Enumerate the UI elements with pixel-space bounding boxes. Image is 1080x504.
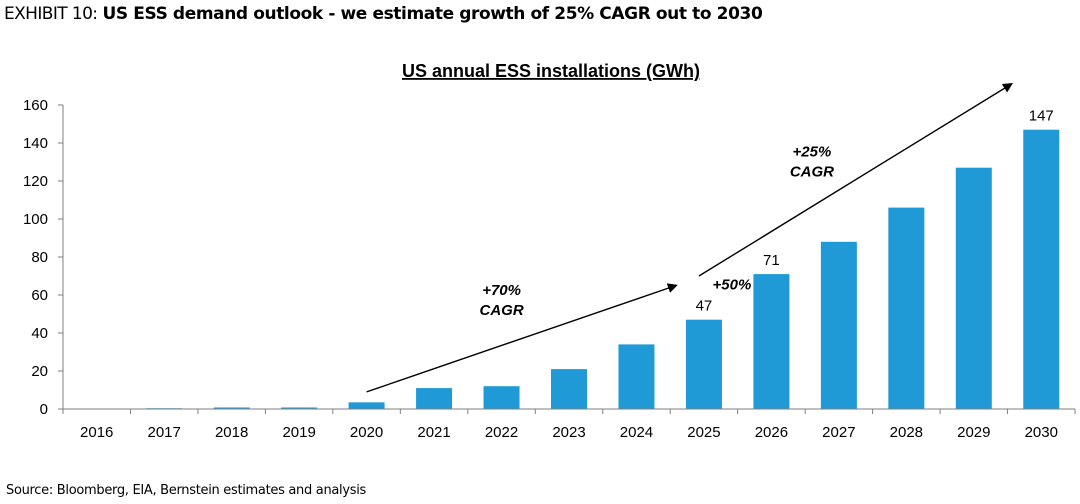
y-tick-label: 100 (23, 211, 48, 228)
bar-chart: US annual ESS installations (GWh) 0 20 40 6… (23, 61, 1076, 441)
y-tick-label: 120 (23, 173, 48, 190)
x-tick-label: 2022 (485, 424, 518, 441)
x-tick-label: 2024 (620, 424, 653, 441)
x-tick-label: 2018 (215, 424, 248, 441)
x-axis: 2016 2017 2018 2019 2020 2021 2022 2023 2024 2025… (62, 408, 1076, 441)
data-label-2030: 147 (1029, 108, 1054, 125)
data-label-2026: 71 (763, 252, 780, 269)
bar-2022 (483, 386, 520, 409)
x-tick-label: 2029 (957, 424, 990, 441)
exhibit-label: EXHIBIT 10: (4, 4, 98, 24)
bar-2019 (281, 407, 318, 409)
bar-2021 (416, 388, 453, 409)
y-axis: 0 20 40 60 80 100 120 140 160 (23, 97, 64, 418)
x-tick-label: 2023 (552, 424, 585, 441)
annotation-cagr-25-line: +25% (793, 143, 832, 160)
x-tick-label: 2019 (282, 424, 315, 441)
y-tick-label: 80 (31, 249, 48, 266)
y-tick-label: 60 (31, 287, 48, 304)
bar-2025 (685, 319, 722, 409)
x-tick-label: 2030 (1025, 424, 1058, 441)
x-tick-label: 2017 (148, 424, 181, 441)
bar-2027 (820, 241, 857, 409)
source-note: Source: Bloomberg, EIA, Bernstein estima… (6, 483, 367, 498)
data-labels: 47 71 147 (696, 108, 1054, 315)
x-tick-label: 2020 (350, 424, 383, 441)
chart-title: US annual ESS installations (GWh) (402, 61, 700, 81)
y-tick-label: 160 (23, 97, 48, 114)
x-tick-label: 2016 (80, 424, 113, 441)
x-tick-label: 2026 (755, 424, 788, 441)
x-tick-label: 2028 (890, 424, 923, 441)
bar-2020 (348, 402, 385, 409)
y-tick-label: 40 (31, 325, 48, 342)
y-tick-label: 0 (40, 401, 48, 418)
bar-2026 (753, 274, 790, 409)
arrow-cagr-25 (698, 83, 1013, 277)
exhibit-title: US ESS demand outlook - we estimate grow… (102, 4, 763, 24)
bar-2028 (888, 207, 925, 409)
bar-2023 (551, 369, 587, 409)
y-tick-label: 140 (23, 135, 48, 152)
annotation-cagr-50-line: +50% (713, 276, 752, 293)
x-tick-label: 2025 (687, 424, 720, 441)
bar-2018 (213, 407, 250, 409)
annotation-cagr-70-line: CAGR (480, 302, 524, 319)
bar-2024 (618, 344, 655, 409)
arrow-cagr-70 (366, 283, 678, 393)
data-label-2025: 47 (696, 298, 713, 315)
x-tick-label: 2027 (822, 424, 855, 441)
x-tick-label: 2021 (417, 424, 450, 441)
annotation-cagr-70-line: +70% (482, 282, 521, 299)
cagr-annotations: +70% CAGR +25% CAGR +50% (366, 83, 1013, 393)
annotation-cagr-25-line: CAGR (790, 163, 834, 180)
bars (78, 129, 1060, 409)
bar-2029 (955, 167, 992, 409)
exhibit-header: EXHIBIT 10: US ESS demand outlook - we e… (4, 3, 763, 25)
y-tick-label: 20 (31, 363, 48, 380)
bar-2030 (1023, 129, 1060, 409)
